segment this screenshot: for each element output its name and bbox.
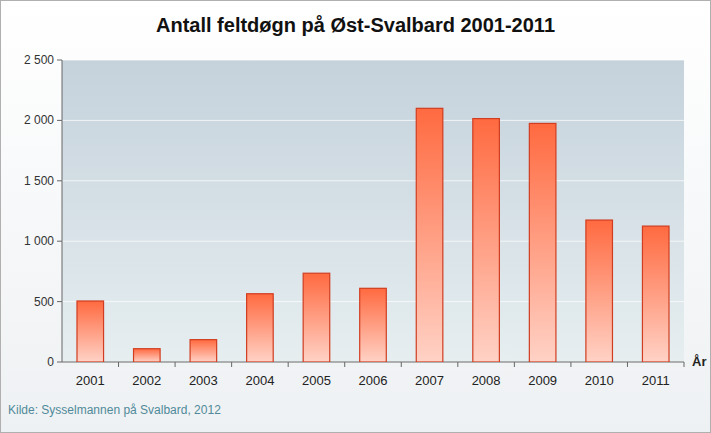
bar xyxy=(77,301,104,362)
y-tick xyxy=(57,362,62,363)
bars xyxy=(77,108,669,362)
chart-container: 0 500 1 000 1 500 2 000 2 500 2001 2002 2003 2004… xyxy=(0,0,711,433)
bar xyxy=(473,119,500,362)
y-tick xyxy=(57,60,62,61)
bar xyxy=(529,123,556,362)
y-tick xyxy=(57,241,62,242)
x-tick xyxy=(627,362,628,367)
y-tick-label: 0 xyxy=(47,355,54,369)
background xyxy=(1,1,711,433)
y-tick-label: 1 500 xyxy=(24,174,54,188)
x-tick xyxy=(570,362,571,367)
bar xyxy=(303,273,330,362)
y-axis xyxy=(62,60,63,362)
chart: 0 500 1 000 1 500 2 000 2 500 2001 2002 2003 2004… xyxy=(0,0,711,433)
x-tick xyxy=(344,362,345,367)
x-tick xyxy=(175,362,176,367)
x-tick xyxy=(514,362,515,367)
y-tick-label: 500 xyxy=(34,295,54,309)
x-tick-label: 2003 xyxy=(189,373,218,388)
grid-line xyxy=(62,120,684,121)
y-tick-label: 1 000 xyxy=(24,234,54,248)
x-axis-label: År xyxy=(692,354,706,369)
x-tick-label: 2008 xyxy=(472,373,501,388)
x-tick-label: 2007 xyxy=(415,373,444,388)
x-tick-label: 2006 xyxy=(359,373,388,388)
bar xyxy=(586,220,613,362)
y-tick-label: 2 000 xyxy=(24,113,54,127)
x-tick xyxy=(401,362,402,367)
bar xyxy=(360,288,387,362)
bar xyxy=(190,340,217,362)
title: Antall feltdøgn på Øst-Svalbard 2001-201… xyxy=(156,14,555,36)
x-tick-label: 2010 xyxy=(585,373,614,388)
y-tick xyxy=(57,120,62,121)
x-tick-label: 2001 xyxy=(76,373,105,388)
source: Kilde: Sysselmannen på Svalbard, 2012 xyxy=(8,403,221,417)
y-tick xyxy=(57,301,62,302)
bar xyxy=(642,226,669,362)
plot-area xyxy=(62,60,684,362)
x-tick-label: 2011 xyxy=(642,373,670,388)
grid-line xyxy=(62,180,684,181)
grid-line xyxy=(62,60,684,61)
bar xyxy=(134,349,161,362)
bar xyxy=(416,108,443,362)
x-tick xyxy=(457,362,458,367)
x-tick-label: 2004 xyxy=(245,373,274,388)
x-tick-label: 2009 xyxy=(528,373,557,388)
x-tick-label: 2002 xyxy=(132,373,161,388)
x-tick xyxy=(231,362,232,367)
y-tick xyxy=(57,180,62,181)
x-tick-label: 2005 xyxy=(302,373,331,388)
y-tick-label: 2 500 xyxy=(24,53,54,67)
x-tick xyxy=(118,362,119,367)
bar xyxy=(247,294,274,362)
x-tick xyxy=(288,362,289,367)
x-tick xyxy=(684,362,685,367)
